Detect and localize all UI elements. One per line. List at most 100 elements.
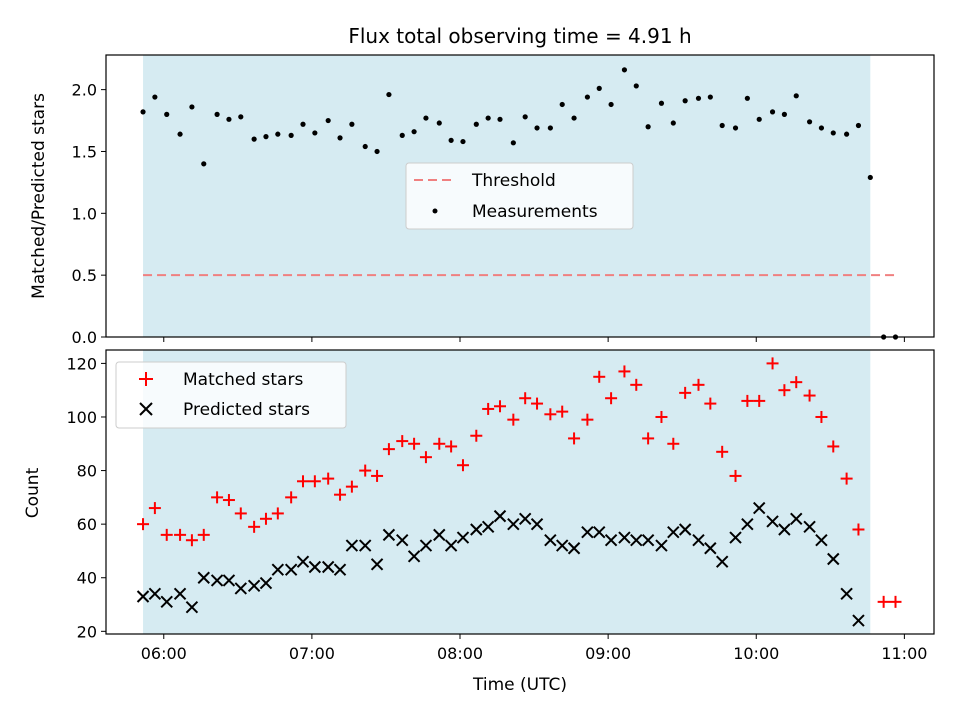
x-tick-label: 07:00: [289, 644, 335, 663]
measurement-point: [781, 111, 787, 117]
matched-point: [197, 528, 210, 541]
matched-point: [419, 451, 432, 464]
measurement-point: [226, 116, 232, 122]
matched-point: [308, 475, 321, 488]
matched-point: [248, 520, 261, 533]
bottom-y-tick-label: 100: [66, 408, 97, 427]
measurement-point: [288, 132, 294, 138]
matched-point: [827, 440, 840, 453]
matched-point: [692, 378, 705, 391]
predicted-point: [259, 576, 273, 590]
bottom-legend: Matched stars Predicted stars: [115, 361, 347, 429]
predicted-point: [766, 515, 779, 528]
matched-point: [359, 464, 372, 477]
matched-point: [185, 534, 198, 547]
predicted-point: [630, 534, 643, 547]
matched-point: [593, 370, 606, 383]
matched-point: [531, 397, 544, 410]
predicted-point: [456, 531, 470, 544]
legend-predicted-label: Predicted stars: [183, 400, 310, 420]
matched-point: [322, 472, 335, 485]
measurement-point: [806, 119, 813, 125]
measurement-point: [399, 132, 405, 138]
predicted-point: [790, 512, 803, 525]
matched-point: [297, 475, 310, 488]
measurement-point: [275, 131, 281, 137]
measurement-point: [485, 115, 491, 121]
top-y-tick-label: 0.5: [72, 266, 97, 285]
matched-point: [679, 386, 692, 399]
predicted-point: [655, 539, 668, 552]
predicted-point: [641, 534, 655, 547]
predicted-point: [321, 560, 335, 574]
predicted-point: [370, 558, 384, 571]
measurement-point: [263, 134, 269, 140]
measurement-point: [251, 136, 257, 142]
matched-point: [753, 394, 766, 407]
predicted-point: [407, 550, 421, 563]
bottom-y-tick-label: 20: [77, 622, 97, 641]
predicted-point: [803, 520, 816, 534]
measurement-point: [769, 109, 776, 115]
matched-point: [137, 518, 150, 531]
x-tick-label: 09:00: [585, 644, 631, 663]
measurement-point: [534, 125, 540, 131]
top-y-tick-label: 0.0: [72, 328, 97, 347]
measurement-point: [830, 130, 836, 136]
matched-point: [482, 402, 495, 415]
matched-point: [408, 437, 421, 450]
legend-predicted-swatch: [139, 402, 153, 416]
matched-point: [222, 494, 235, 507]
top-legend: Threshold Measurements: [405, 162, 634, 230]
measurement-point: [177, 131, 183, 137]
matched-point: [667, 437, 680, 450]
matched-point: [382, 443, 395, 456]
measurement-point: [510, 140, 516, 146]
x-tick-label: 06:00: [141, 644, 187, 663]
predicted-point: [778, 523, 791, 536]
matched-point: [803, 389, 816, 402]
matched-point: [716, 445, 729, 458]
matched-point: [211, 491, 224, 504]
bottom-legend-box: [115, 361, 347, 429]
predicted-point: [593, 525, 606, 539]
predicted-point: [530, 517, 544, 531]
predicted-point: [852, 614, 865, 627]
predicted-point: [518, 512, 532, 525]
predicted-point: [359, 539, 372, 552]
measurement-point: [312, 130, 318, 136]
bottom-y-tick-label: 40: [77, 569, 97, 588]
matched-point: [605, 392, 618, 405]
bottom-y-tick-label: 60: [77, 515, 97, 534]
top-y-axis: 0.0 0.5 1.0 1.5 2.0: [72, 81, 106, 347]
matched-point: [655, 410, 668, 423]
measurement-point: [756, 116, 762, 122]
matched-point: [174, 528, 187, 541]
matched-points: [137, 357, 902, 608]
measurement-point: [559, 101, 565, 108]
measurement-point: [855, 122, 862, 129]
predicted-point: [493, 509, 507, 523]
measurement-point: [621, 67, 628, 73]
measurement-point: [670, 120, 676, 126]
measurement-point: [337, 135, 343, 141]
matched-point: [741, 394, 754, 407]
matched-point: [889, 595, 902, 608]
measurement-point: [682, 98, 688, 104]
predicted-point: [333, 563, 347, 576]
predicted-point: [678, 523, 692, 536]
predicted-point: [704, 542, 717, 555]
predicted-point: [382, 528, 396, 542]
matched-point: [790, 376, 803, 389]
measurement-point: [793, 93, 799, 99]
legend-matched-swatch: [139, 372, 153, 386]
predicted-point: [692, 534, 705, 547]
matched-point: [630, 378, 643, 391]
legend-threshold-label: Threshold: [471, 171, 556, 191]
measurement-point: [719, 122, 725, 129]
matched-point: [334, 488, 347, 501]
top-x-ticks: [163, 337, 905, 342]
measurement-point: [349, 121, 355, 127]
bottom-y-tick-label: 80: [77, 462, 97, 481]
predicted-point: [308, 560, 322, 574]
